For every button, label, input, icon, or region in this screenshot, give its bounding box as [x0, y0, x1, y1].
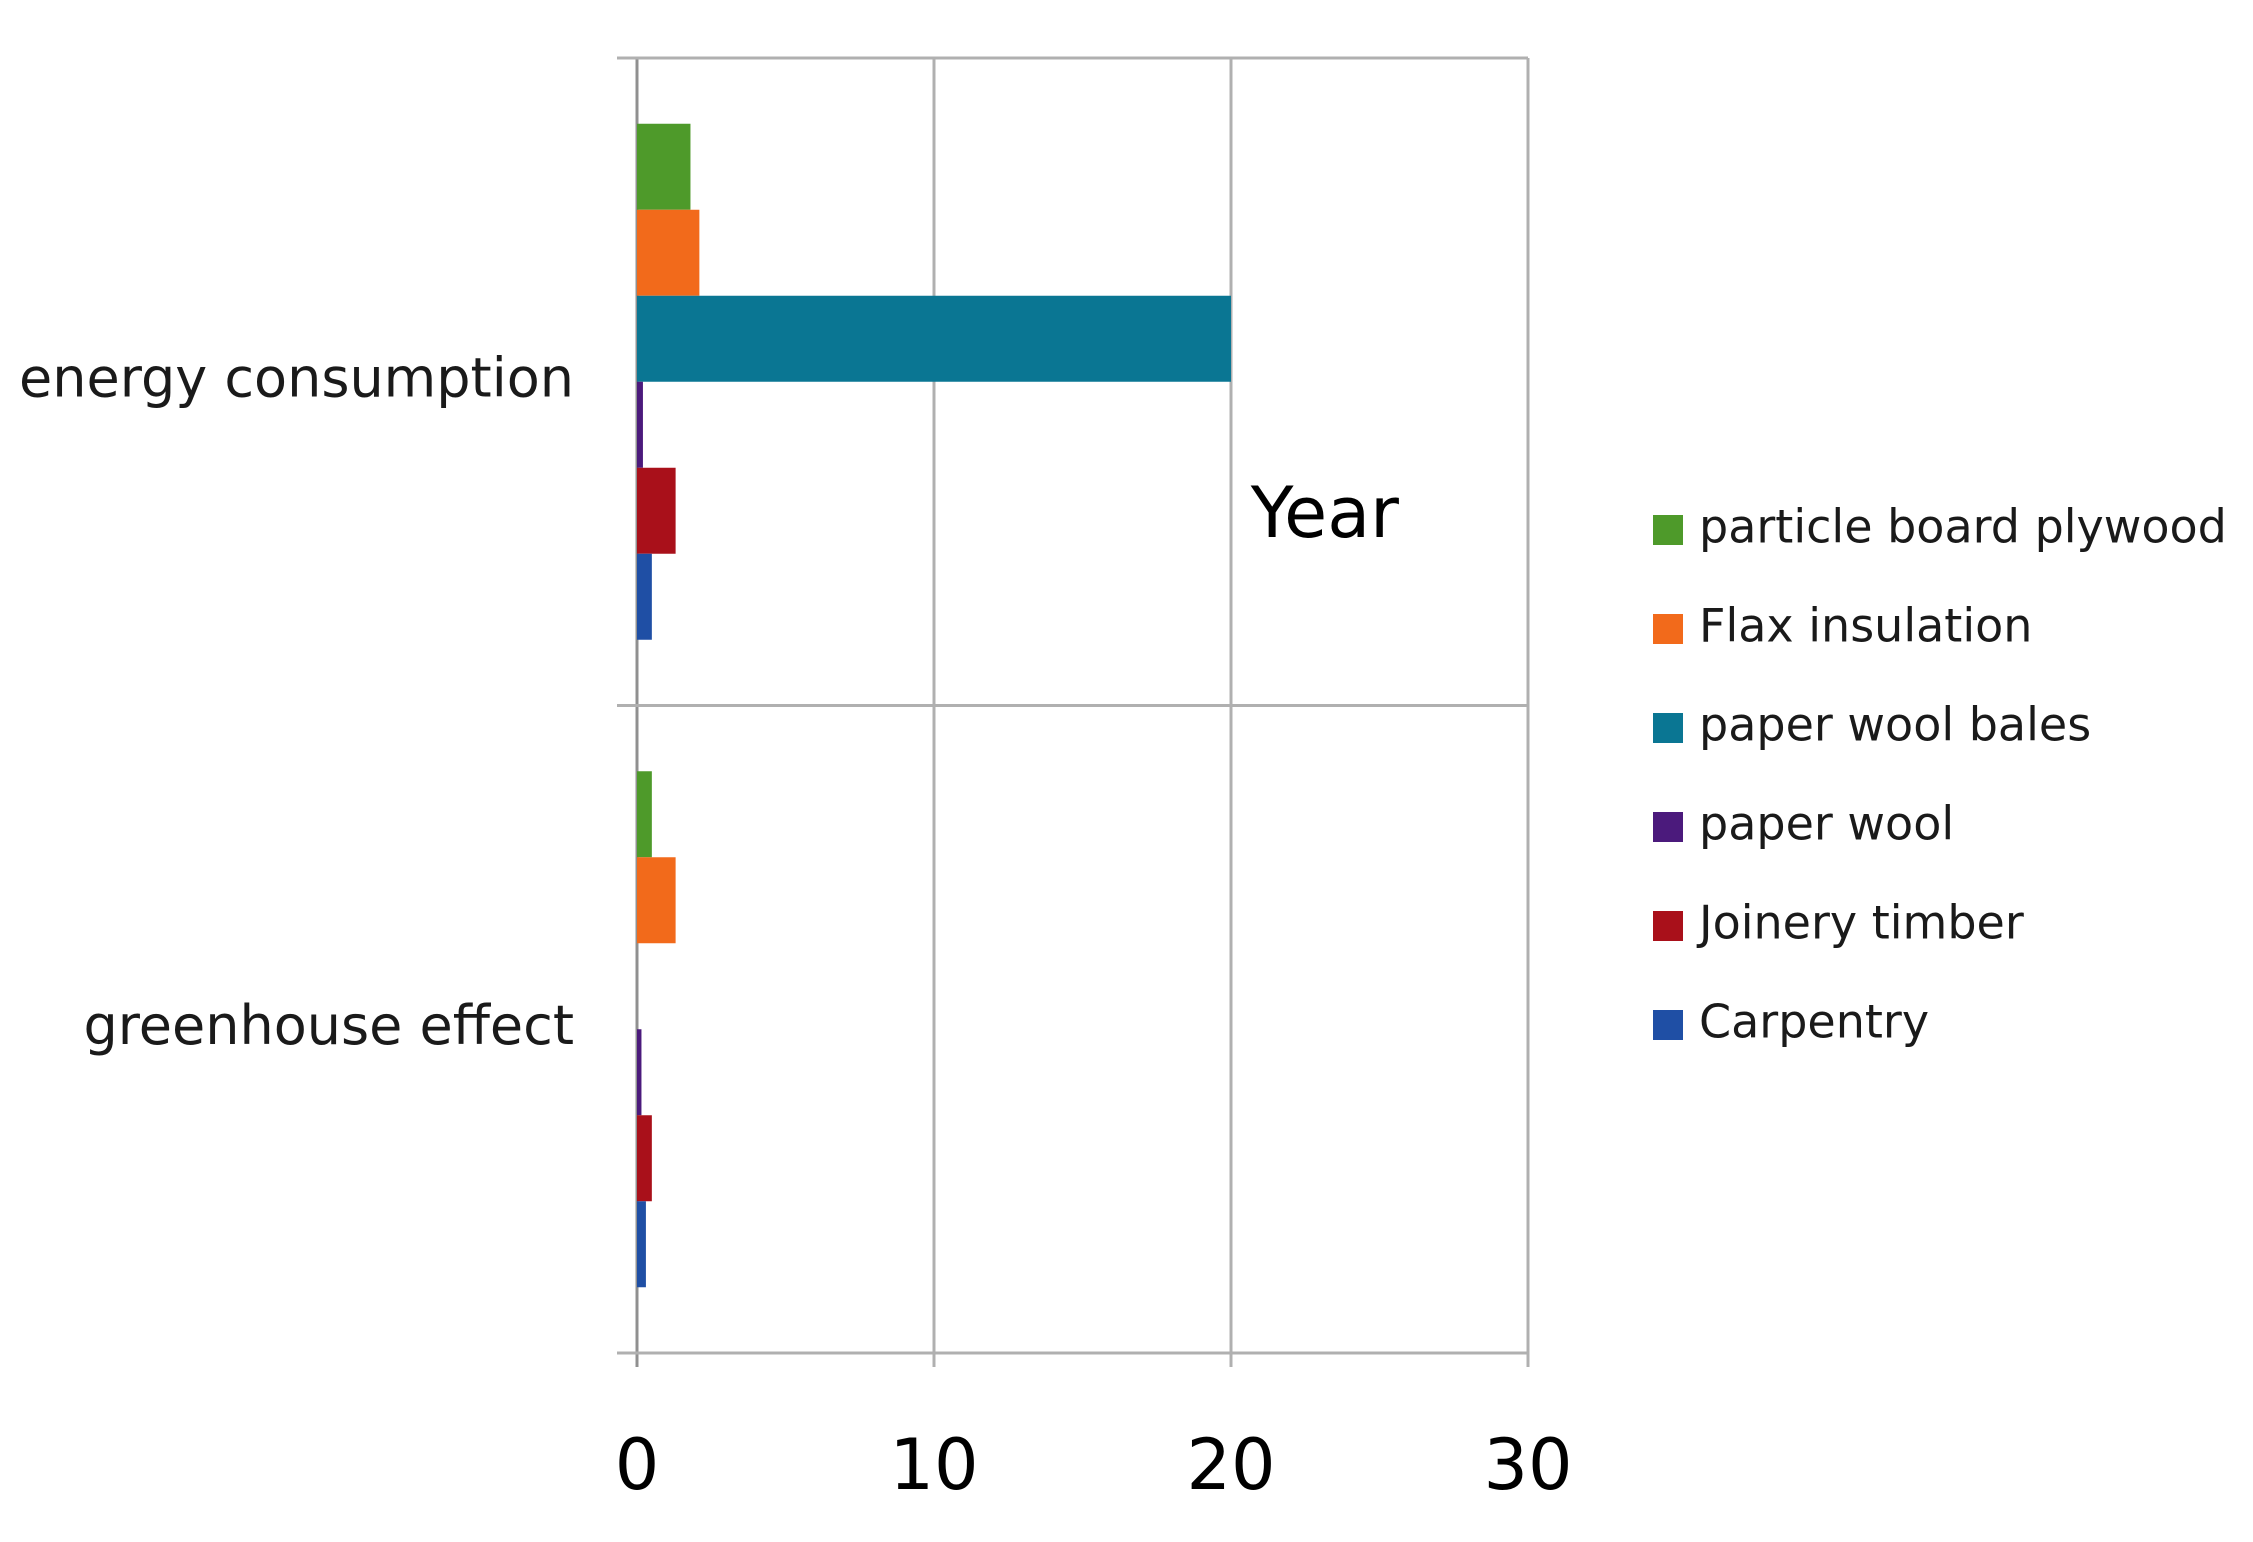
bar-energy-consumption-particle-board-plywood [637, 123, 691, 210]
bar-energy-consumption-paper-wool [637, 381, 643, 468]
bar-energy-consumption-paper-wool-bales [637, 295, 1231, 382]
category-label-energy-consumption: energy consumption [19, 346, 574, 409]
bar-greenhouse-effect-flax-insulation [637, 857, 676, 944]
x-tick-label-10: 10 [889, 1424, 978, 1506]
legend: particle board plywood Flax insulation pap… [1653, 500, 2227, 1049]
bar-greenhouse-effect-carpentry [637, 1201, 646, 1288]
legend-label-carpentry: Carpentry [1699, 995, 1929, 1049]
legend-swatch-particle-board-plywood [1653, 515, 1683, 545]
legend-swatch-paper-wool-bales [1653, 713, 1683, 743]
annotation-year: Year [1250, 472, 1399, 554]
bar-greenhouse-effect-particle-board-plywood [637, 771, 652, 858]
bar-energy-consumption-flax-insulation [637, 209, 700, 296]
x-tick-labels: 0 10 20 30 [615, 1424, 1573, 1506]
legend-swatch-joinery-timber [1653, 911, 1683, 941]
bar-energy-consumption-joinery-timber [637, 467, 676, 554]
bar-energy-consumption-carpentry [637, 553, 652, 640]
bars-layer [637, 123, 1231, 1288]
legend-label-paper-wool-bales: paper wool bales [1699, 698, 2091, 752]
x-tick-label-30: 30 [1483, 1424, 1572, 1506]
legend-swatch-paper-wool [1653, 812, 1683, 842]
category-labels: energy consumption greenhouse effect [19, 346, 574, 1057]
x-tick-label-20: 20 [1186, 1424, 1275, 1506]
category-label-greenhouse-effect: greenhouse effect [84, 994, 574, 1057]
x-tick-label-0: 0 [615, 1424, 660, 1506]
legend-label-flax-insulation: Flax insulation [1699, 599, 2032, 653]
legend-label-joinery-timber: Joinery timber [1696, 896, 2024, 950]
grid-layer [617, 56, 1530, 1367]
legend-swatch-carpentry [1653, 1010, 1683, 1040]
legend-swatch-flax-insulation [1653, 614, 1683, 644]
bar-greenhouse-effect-paper-wool [637, 1029, 642, 1116]
legend-label-particle-board-plywood: particle board plywood [1699, 500, 2227, 554]
legend-label-paper-wool: paper wool [1699, 797, 1954, 851]
bar-greenhouse-effect-joinery-timber [637, 1115, 652, 1202]
